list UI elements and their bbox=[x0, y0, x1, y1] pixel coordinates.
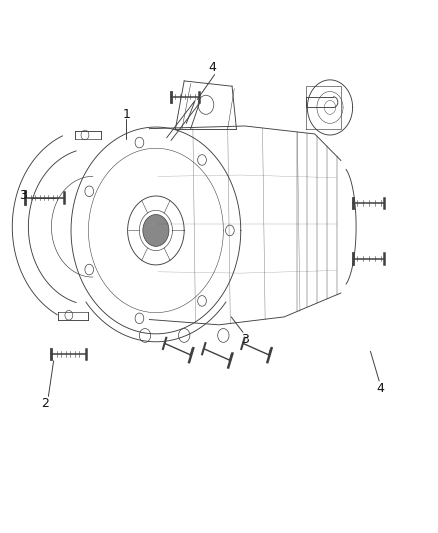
Text: 4: 4 bbox=[376, 382, 384, 395]
Text: 4: 4 bbox=[208, 61, 216, 74]
Text: 3: 3 bbox=[19, 189, 27, 202]
Text: 3: 3 bbox=[241, 333, 249, 346]
Text: 2: 2 bbox=[41, 397, 49, 410]
Text: 1: 1 bbox=[122, 108, 130, 122]
Circle shape bbox=[143, 215, 169, 246]
